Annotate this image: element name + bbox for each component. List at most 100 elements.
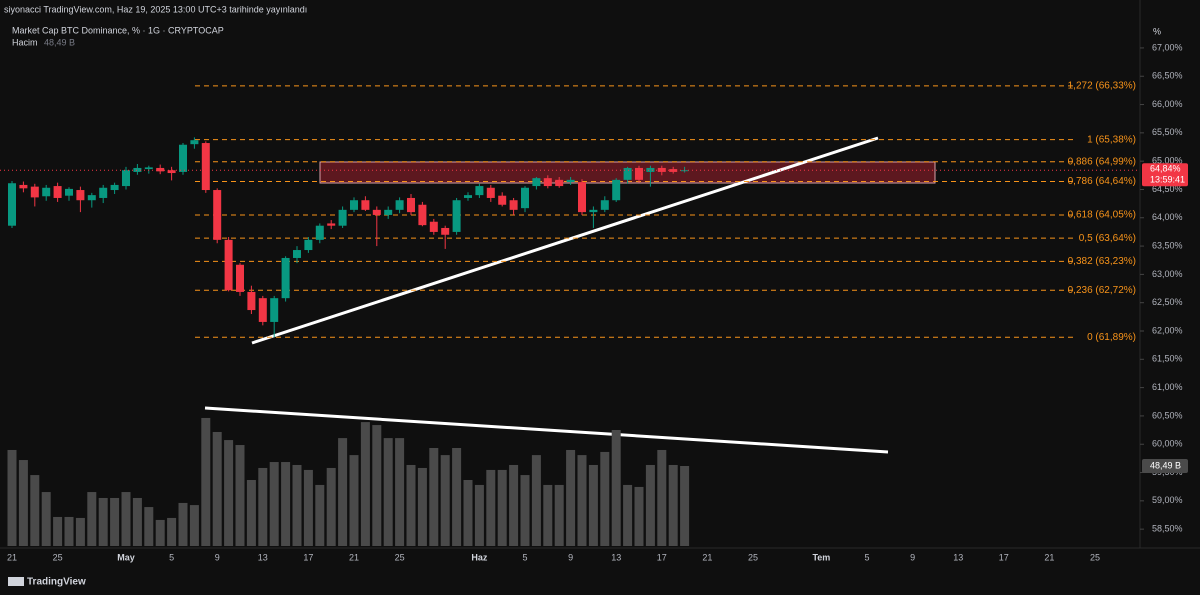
volume-bar <box>53 516 63 546</box>
volume-bar <box>406 464 416 546</box>
candle-body <box>612 179 621 201</box>
x-tick-label: 21 <box>1044 552 1054 562</box>
volume-bar <box>600 451 610 546</box>
candle-body <box>144 167 153 170</box>
candle-body <box>190 140 199 145</box>
candle-body <box>315 225 324 240</box>
volume-bar <box>292 464 302 546</box>
volume-bar <box>657 449 667 546</box>
y-tick-label: 66,50% <box>1152 71 1183 81</box>
fib-label: 1 (65,38%) <box>1087 134 1136 145</box>
last-price-label: 64,84% <box>1150 164 1181 174</box>
volume-bar <box>360 422 370 546</box>
candle-body <box>555 179 564 187</box>
candle-body <box>258 298 267 322</box>
y-tick-label: 67,00% <box>1152 42 1183 52</box>
candle-body <box>635 167 643 180</box>
x-tick-label: Haz <box>471 552 488 562</box>
candle-body <box>372 209 381 215</box>
y-tick-label: 62,50% <box>1152 297 1183 307</box>
candle-body <box>521 187 529 209</box>
volume-bar <box>497 469 507 546</box>
x-tick-label: 21 <box>349 552 359 562</box>
volume-bar <box>680 465 690 546</box>
candle-body <box>156 167 165 172</box>
volume-bar <box>543 484 553 546</box>
fib-label: 0,618 (64,05%) <box>1068 210 1136 221</box>
x-tick-label: 25 <box>748 552 758 562</box>
price-badge <box>1142 163 1188 187</box>
volume-bar <box>429 447 439 546</box>
fib-label: 0,886 (64,99%) <box>1068 156 1136 167</box>
y-tick-label: 62,00% <box>1152 325 1183 335</box>
candle-body <box>532 178 541 187</box>
volume-bar <box>338 438 348 546</box>
volume-bar <box>349 455 359 546</box>
volume-bar <box>303 469 313 546</box>
volume-bar <box>75 517 85 546</box>
x-tick-label: 17 <box>657 552 667 562</box>
candle-body <box>646 167 655 172</box>
volume-bar <box>372 425 382 546</box>
y-tick-label: 61,00% <box>1152 382 1183 392</box>
fib-label: 0,5 (63,64%) <box>1079 233 1136 244</box>
volume-bar <box>7 449 17 546</box>
candle-body <box>19 184 28 189</box>
candle-body <box>42 187 51 197</box>
volume-badge-label: 48,49 B <box>1150 460 1181 470</box>
published-note: siyonacci TradingView.com, Haz 19, 2025 … <box>4 4 307 14</box>
candle-body <box>429 221 438 232</box>
volume-bar <box>246 480 256 546</box>
price-axis <box>1140 0 1200 548</box>
volume-bar <box>623 484 633 546</box>
volume-bar <box>281 462 291 546</box>
volume-trend-line <box>204 406 889 454</box>
candle-body <box>384 209 393 215</box>
volume-bar <box>566 449 576 546</box>
y-tick-label: 64,00% <box>1152 212 1183 222</box>
x-tick-label: 13 <box>611 552 621 562</box>
candle-body <box>543 178 552 187</box>
candle-body <box>589 209 598 213</box>
x-tick-label: 9 <box>215 552 220 562</box>
candle-body <box>201 143 210 191</box>
candle-body <box>623 167 632 180</box>
volume-bar <box>395 438 405 546</box>
fib-label: 0 (61,89%) <box>1087 332 1136 343</box>
volume-bar <box>41 492 51 546</box>
volume-title: Hacim <box>12 37 38 47</box>
candle-body <box>8 183 16 226</box>
volume-bar <box>64 516 74 546</box>
volume-bar <box>326 467 336 546</box>
trend-line <box>251 136 879 345</box>
axis-unit[interactable]: % <box>1153 26 1161 36</box>
volume-bar <box>452 447 462 546</box>
y-tick-label: 60,50% <box>1152 410 1183 420</box>
volume-bar <box>577 455 587 546</box>
volume-bar <box>224 440 234 546</box>
x-tick-label: 13 <box>953 552 963 562</box>
candle-body <box>110 184 119 191</box>
volume-bar <box>201 417 211 546</box>
logo[interactable]: TradingView <box>27 577 86 588</box>
volume-bar <box>30 475 40 546</box>
y-tick-label: 65,00% <box>1152 156 1183 166</box>
candle-body <box>30 186 39 198</box>
candle-body <box>247 291 256 311</box>
candle-body <box>669 169 678 172</box>
volume-bar <box>189 505 199 546</box>
fib-label: 0,786 (64,64%) <box>1068 176 1136 187</box>
x-tick-label: 5 <box>522 552 527 562</box>
y-tick-label: 59,00% <box>1152 495 1183 505</box>
volume-bar <box>474 484 484 546</box>
x-tick-label: 9 <box>568 552 573 562</box>
volume-bar <box>212 431 222 546</box>
candle-body <box>657 167 666 172</box>
y-tick-label: 63,00% <box>1152 269 1183 279</box>
x-tick-label: 25 <box>53 552 63 562</box>
candle-body <box>338 209 347 226</box>
candle-body <box>179 144 187 172</box>
